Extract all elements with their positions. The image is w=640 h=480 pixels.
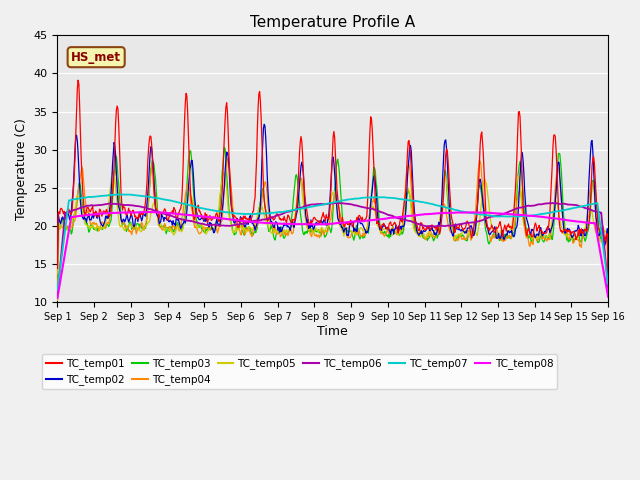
TC_temp03 [63, 224, 71, 229]
TC_temp07 [604, 282, 612, 288]
TC_temp08 [177, 211, 184, 217]
TC_temp08 [63, 237, 71, 242]
TC_temp03 [205, 226, 213, 232]
TC_temp06 [176, 216, 184, 222]
Line: TC_temp03: TC_temp03 [58, 147, 608, 286]
TC_temp06 [334, 200, 342, 206]
TC_temp06 [54, 294, 61, 300]
TC_temp01 [401, 198, 408, 204]
Text: HS_met: HS_met [71, 51, 121, 64]
Line: TC_temp02: TC_temp02 [58, 124, 608, 279]
TC_temp02 [260, 121, 268, 127]
TC_temp04 [54, 271, 61, 276]
TC_temp02 [401, 222, 408, 228]
TC_temp01 [604, 279, 612, 285]
TC_temp05 [121, 228, 129, 233]
TC_temp04 [205, 227, 213, 233]
TC_temp05 [63, 226, 71, 232]
TC_temp03 [417, 228, 424, 234]
TC_temp01 [74, 77, 82, 83]
TC_temp06 [417, 222, 424, 228]
TC_temp02 [176, 223, 184, 228]
TC_temp05 [401, 205, 408, 211]
TC_temp02 [54, 265, 61, 271]
TC_temp03 [176, 226, 184, 232]
TC_temp06 [120, 202, 128, 208]
TC_temp01 [63, 209, 71, 215]
TC_temp07 [206, 207, 214, 213]
X-axis label: Time: Time [317, 324, 348, 337]
Legend: TC_temp01, TC_temp02, TC_temp03, TC_temp04, TC_temp05, TC_temp06, TC_temp07, TC_: TC_temp01, TC_temp02, TC_temp03, TC_temp… [42, 354, 557, 389]
TC_temp03 [120, 220, 128, 226]
TC_temp06 [205, 222, 213, 228]
TC_temp06 [63, 209, 71, 215]
TC_temp08 [401, 214, 408, 219]
TC_temp02 [205, 224, 213, 230]
TC_temp04 [120, 219, 128, 225]
TC_temp04 [223, 156, 231, 162]
TC_temp01 [121, 205, 129, 211]
TC_temp04 [417, 227, 424, 233]
TC_temp05 [54, 298, 61, 303]
Line: TC_temp05: TC_temp05 [58, 171, 608, 300]
TC_temp04 [176, 226, 184, 231]
TC_temp07 [401, 197, 408, 203]
TC_temp07 [113, 192, 121, 197]
TC_temp03 [54, 271, 61, 276]
TC_temp01 [177, 205, 184, 211]
TC_temp03 [221, 144, 228, 150]
Line: TC_temp01: TC_temp01 [58, 80, 608, 282]
TC_temp02 [120, 217, 128, 223]
TC_temp04 [63, 223, 71, 228]
TC_temp02 [63, 211, 71, 216]
TC_temp07 [177, 200, 184, 206]
TC_temp02 [417, 231, 424, 237]
TC_temp07 [54, 287, 61, 293]
TC_temp01 [206, 213, 214, 218]
Title: Temperature Profile A: Temperature Profile A [250, 15, 415, 30]
TC_temp04 [401, 198, 408, 204]
TC_temp05 [109, 168, 117, 174]
TC_temp06 [401, 217, 408, 223]
Line: TC_temp06: TC_temp06 [58, 203, 608, 297]
TC_temp07 [121, 192, 129, 197]
TC_temp05 [177, 227, 184, 233]
TC_temp01 [417, 220, 424, 226]
TC_temp05 [206, 225, 214, 230]
TC_temp08 [141, 209, 149, 215]
TC_temp07 [63, 210, 71, 216]
TC_temp05 [604, 267, 612, 273]
TC_temp08 [206, 214, 214, 220]
TC_temp08 [417, 212, 424, 217]
Y-axis label: Temperature (C): Temperature (C) [15, 118, 28, 220]
TC_temp03 [604, 283, 612, 288]
TC_temp06 [604, 285, 612, 291]
Line: TC_temp08: TC_temp08 [58, 212, 608, 298]
TC_temp05 [417, 234, 424, 240]
TC_temp03 [401, 217, 408, 223]
TC_temp08 [120, 210, 128, 216]
TC_temp04 [604, 281, 612, 287]
TC_temp07 [417, 199, 424, 204]
Line: TC_temp07: TC_temp07 [58, 194, 608, 290]
TC_temp08 [604, 294, 612, 300]
TC_temp02 [604, 276, 612, 282]
TC_temp08 [54, 295, 61, 301]
Line: TC_temp04: TC_temp04 [58, 159, 608, 284]
TC_temp01 [54, 265, 61, 271]
